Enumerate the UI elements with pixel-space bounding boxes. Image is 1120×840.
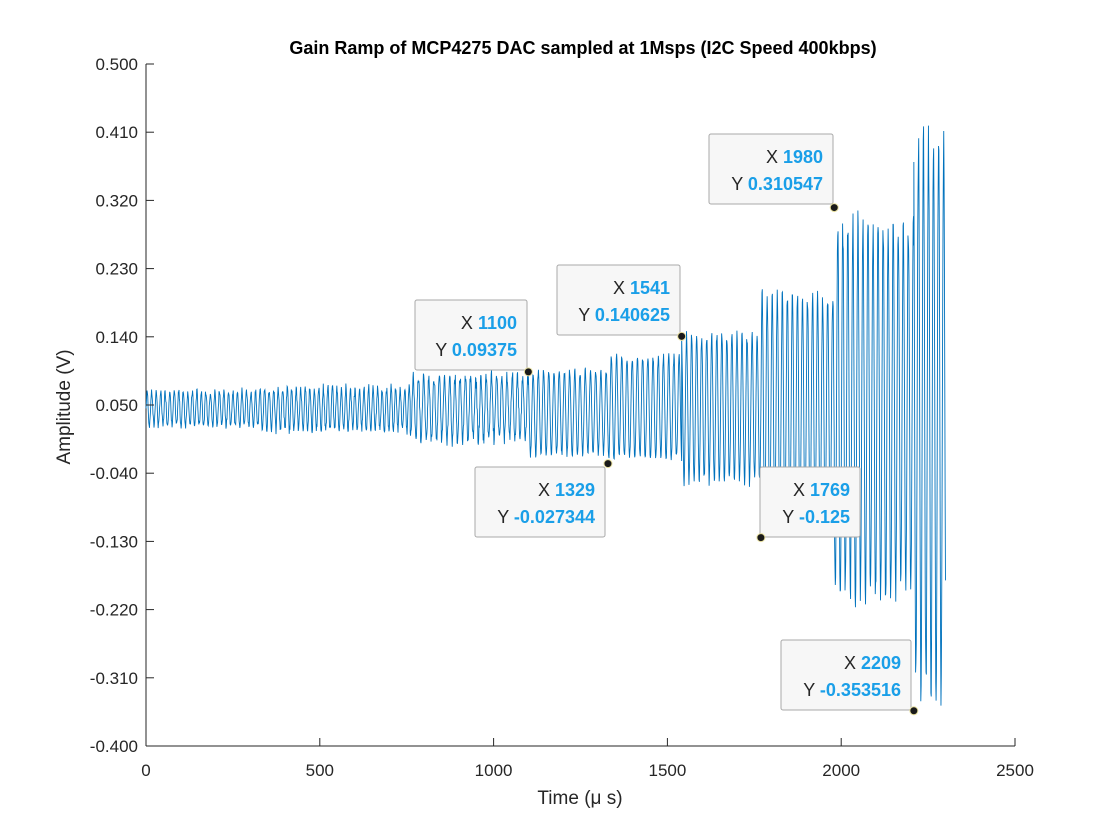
datatip-x-value: 1769 [810, 480, 850, 500]
datatip-box [780, 639, 912, 711]
datatip-x-key: X [766, 147, 783, 167]
datatip-x-line: X 1769 [793, 480, 850, 500]
datatip-marker[interactable] [523, 367, 533, 377]
x-tick-label: 2000 [822, 761, 860, 780]
y-tick-label: 0.410 [95, 123, 138, 142]
x-tick-label: 500 [306, 761, 334, 780]
signal-line [145, 125, 946, 706]
datatip-y-line: Y -0.125 [782, 507, 850, 527]
x-tick-label: 1000 [475, 761, 513, 780]
datatip-y-line: Y 0.140625 [578, 305, 670, 325]
signal-series [145, 125, 946, 706]
datatip-x-value: 2209 [861, 653, 901, 673]
y-tick-label: -0.400 [90, 737, 138, 756]
datatip-marker[interactable] [829, 203, 839, 213]
datatip-x-value: 1100 [478, 313, 517, 333]
datatip-x-key: X [793, 480, 810, 500]
datatip-x-line: X 1541 [613, 278, 670, 298]
y-tick-label: -0.130 [90, 532, 138, 551]
x-tick-label: 2500 [996, 761, 1034, 780]
datatip-x-line: X 1980 [766, 147, 823, 167]
datatip-y-value: -0.027344 [514, 507, 595, 527]
datatip-y-key: Y [497, 507, 514, 527]
datatip-x-value: 1541 [630, 278, 670, 298]
datatip-y-key: Y [731, 174, 748, 194]
datatip-marker[interactable] [756, 533, 766, 543]
datatip-x-value: 1980 [783, 147, 823, 167]
datatip[interactable]: X 1769 Y -0.125 [756, 466, 861, 543]
datatip[interactable]: X 1100 Y 0.09375 [414, 299, 533, 377]
datatip-marker[interactable] [603, 459, 613, 469]
datatip-y-key: Y [578, 305, 595, 325]
datatip-marker[interactable] [677, 331, 687, 341]
datatip-y-line: Y 0.310547 [731, 174, 823, 194]
y-tick-label: 0.230 [95, 260, 138, 279]
y-tick-label: 0.140 [95, 328, 138, 347]
datatip-box [414, 299, 528, 371]
x-tick-label: 1500 [648, 761, 686, 780]
datatip-y-line: Y 0.09375 [435, 340, 517, 360]
datatip-box [474, 466, 606, 538]
datatip-y-key: Y [435, 340, 452, 360]
y-axis-label: Amplitude (V) [54, 349, 75, 464]
datatip-x-key: X [461, 313, 478, 333]
datatip-x-key: X [613, 278, 630, 298]
y-tick-label: -0.220 [90, 601, 138, 620]
datatips: X 1100 Y 0.09375 X 1329 Y -0.027344 X 1541 Y … [414, 133, 919, 716]
datatip-x-line: X 2209 [844, 653, 901, 673]
datatip-y-value: 0.140625 [595, 305, 670, 325]
datatip-x-key: X [844, 653, 861, 673]
datatip-y-line: Y -0.353516 [803, 680, 901, 700]
x-axis-label: Time (μ s) [537, 788, 622, 809]
datatip-y-value: -0.353516 [820, 680, 901, 700]
datatip-box [556, 264, 681, 336]
tick-labels: 0 500 1000 1500 2000 2500 0.500 0.410 0.320 0.230… [90, 55, 1034, 780]
datatip[interactable]: X 2209 Y -0.353516 [780, 639, 919, 716]
x-tick-label: 0 [141, 761, 150, 780]
datatip-box [708, 133, 834, 205]
datatip-y-line: Y -0.027344 [497, 507, 595, 527]
y-tick-label: 0.050 [95, 396, 138, 415]
y-tick-label: -0.040 [90, 464, 138, 483]
datatip[interactable]: X 1541 Y 0.140625 [556, 264, 687, 341]
datatip-x-key: X [538, 480, 555, 500]
y-tick-label: -0.310 [90, 669, 138, 688]
datatip-x-line: X 1329 [538, 480, 595, 500]
chart-title: Gain Ramp of MCP4275 DAC sampled at 1Msp… [289, 38, 876, 58]
datatip-y-value: 0.09375 [452, 340, 517, 360]
datatip-x-line: X 1100 [461, 313, 517, 333]
datatip-y-key: Y [803, 680, 820, 700]
y-tick-label: 0.320 [95, 191, 138, 210]
y-tick-label: 0.500 [95, 55, 138, 74]
datatip-y-value: -0.125 [799, 507, 850, 527]
datatip-box [759, 466, 861, 538]
datatip-y-key: Y [782, 507, 799, 527]
datatip-y-value: 0.310547 [748, 174, 823, 194]
datatip-marker[interactable] [909, 706, 919, 716]
datatip[interactable]: X 1980 Y 0.310547 [708, 133, 839, 213]
datatip[interactable]: X 1329 Y -0.027344 [474, 459, 613, 538]
datatip-x-value: 1329 [555, 480, 595, 500]
